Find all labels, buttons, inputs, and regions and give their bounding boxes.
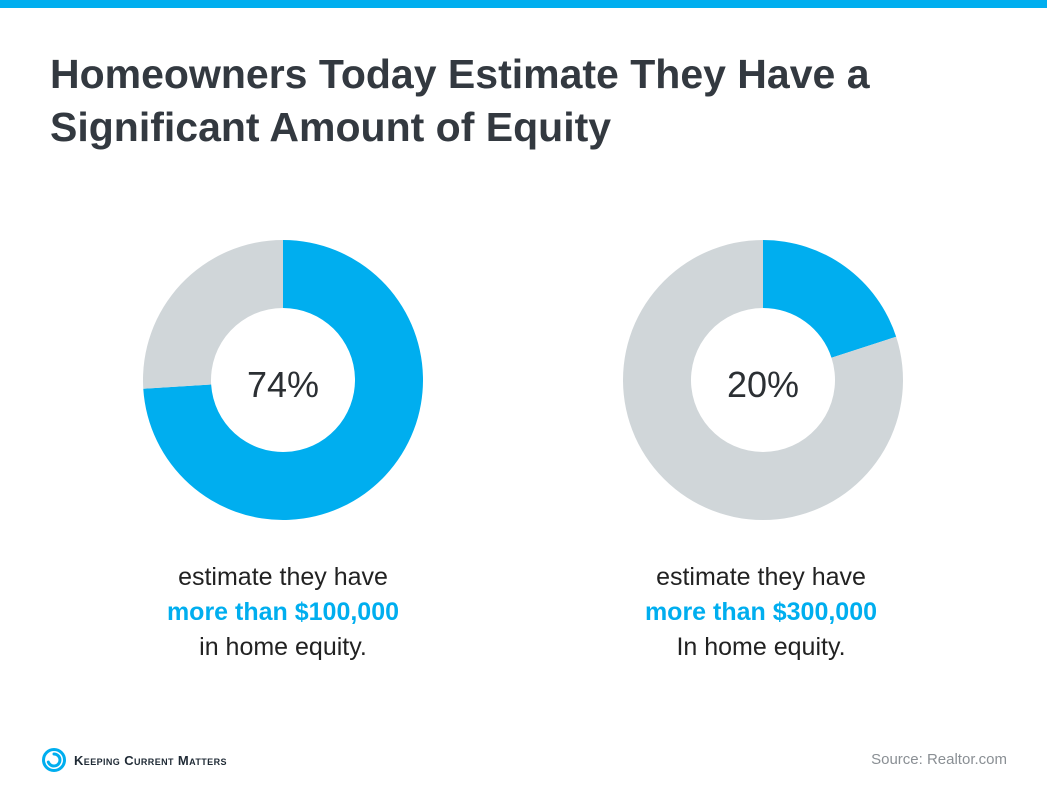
caption-2-line1: estimate they have (656, 563, 866, 591)
donut-1-slice-1 (143, 240, 424, 520)
brand: Keeping Current Matters (42, 746, 227, 774)
caption-1-line3: in home equity. (199, 633, 367, 661)
donut-center-label-1: 74% (246, 364, 320, 405)
kcm-logo-icon (42, 748, 66, 772)
caption-2-line3: In home equity. (676, 633, 846, 661)
brand-name: Keeping Current Matters (74, 752, 227, 768)
source-note: Source: Realtor.com (871, 751, 1007, 768)
caption-1-line1: estimate they have (178, 563, 388, 591)
caption-1: estimate they have more than $100,000 in… (113, 560, 453, 665)
donut-center-label-2: 20% (726, 364, 800, 405)
donut-1-slice-2 (143, 240, 283, 389)
caption-1-highlight: more than $100,000 (166, 598, 400, 626)
top-accent-bar (0, 0, 1047, 8)
donut-2-slice-1 (763, 240, 897, 358)
donut-2-slice-2 (623, 240, 903, 520)
page-title: Homeowners Today Estimate They Have a Si… (50, 51, 870, 150)
caption-2: estimate they have more than $300,000 In… (591, 560, 931, 665)
caption-2-highlight: more than $300,000 (644, 598, 878, 626)
